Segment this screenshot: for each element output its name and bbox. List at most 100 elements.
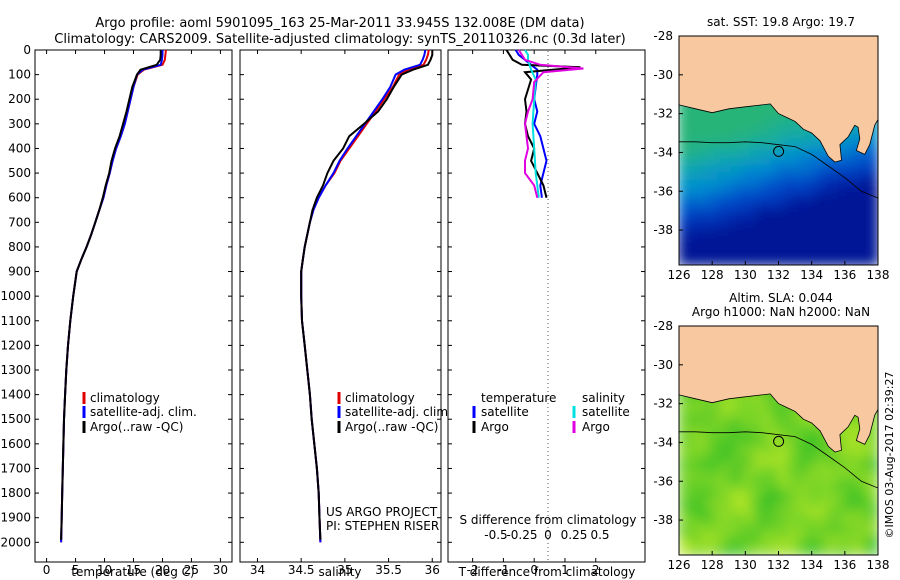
heatmap-cell [734,477,744,488]
heatmap-cell [692,119,702,129]
heatmap-cell [679,134,688,144]
heatmap-cell [727,485,737,495]
heatmap-cell [777,111,787,121]
heatmap-cell [727,149,737,160]
heatmap-cell [813,439,823,450]
heatmap-cell [770,157,780,167]
heatmap-cell [749,180,759,190]
heatmap-cell [734,409,744,419]
heatmap-cell [791,454,801,465]
heatmap-cell [862,218,872,228]
heatmap-cell [820,233,830,244]
heatmap-cell [756,454,766,465]
heatmap-cell [756,248,766,259]
heatmap-cell [855,470,865,480]
heatmap-cell [855,233,865,244]
profile-line [300,50,434,540]
lat-tick-label: -30 [653,358,673,372]
heatmap-cell [685,225,695,236]
heatmap-cell [770,218,780,228]
heatmap-cell [699,195,709,205]
heatmap-cell [791,225,801,236]
heatmap-cell [784,134,794,144]
heatmap-cell [713,202,723,213]
heatmap-cell [777,225,787,236]
heatmap-cell [692,172,702,182]
heatmap-cell [763,492,773,503]
heatmap-cell [763,180,773,190]
x-tick-label: 25 [184,563,199,577]
heatmap-cell [742,172,752,182]
heatmap-cell [706,454,716,465]
heatmap-cell [685,431,695,442]
heatmap-cell [727,500,737,511]
heatmap-cell [756,195,766,205]
heatmap-cell [784,157,794,167]
heatmap-cell [734,492,744,503]
heatmap-cell [813,477,823,488]
heatmap-cell [713,538,723,549]
salinity-xlabel: salinity [318,565,361,579]
heatmap-cell [692,470,702,480]
heatmap-cell [784,416,794,427]
heatmap-cell [749,424,759,434]
heatmap-cell [713,256,723,265]
heatmap-cell [862,187,872,198]
heatmap-cell [798,164,808,175]
heatmap-cell [720,172,730,182]
x-tick-label: 10 [97,563,112,577]
heatmap-cell [742,111,752,121]
heatmap-cell [727,111,737,121]
heatmap-cell [834,447,844,457]
heatmap-cell [749,538,759,549]
heatmap-cell [777,195,787,205]
heatmap-cell [727,424,737,434]
heatmap-cell [848,164,858,175]
heatmap-cell [679,439,688,450]
heatmap-cell [805,225,815,236]
heatmap-cell [784,172,794,182]
heatmap-cell [685,218,695,228]
heatmap-cell [699,416,709,427]
heatmap-cell [679,492,688,503]
heatmap-cell [770,195,780,205]
legend-label-argo: Argo(..raw -QC) [345,420,438,434]
heatmap-cell [742,485,752,495]
heatmap-cell [791,538,801,549]
heatmap-cell [713,492,723,503]
heatmap-cell [784,454,794,465]
profile-line [517,49,584,198]
heatmap-cell [756,233,766,244]
heatmap-cell [827,225,837,236]
heatmap-cell [749,416,759,427]
heatmap-cell [720,202,730,213]
heatmap-cell [770,248,780,259]
heatmap-cell [706,119,716,129]
heatmap-cell [777,424,787,434]
heatmap-cell [848,149,858,160]
y-tick-label: 800 [8,240,31,254]
heatmap-cell [720,134,730,144]
heatmap-cell [820,164,830,175]
heatmap-cell [791,202,801,213]
heatmap-cell [805,195,815,205]
heatmap-cell [820,531,830,541]
heatmap-cell [742,157,752,167]
heatmap-cell [720,485,730,495]
heatmap-cell [770,241,780,251]
heatmap-cell [841,241,851,251]
heatmap-cell [692,523,702,534]
heatmap-cell [784,202,794,213]
heatmap-cell [742,210,752,221]
heatmap-cell [763,470,773,480]
heatmap-cell [749,470,759,480]
heatmap-cell [713,424,723,434]
top-tick-label: 0.25 [561,528,588,542]
heatmap-cell [734,523,744,534]
heatmap-cell [679,164,688,175]
heatmap-cell [763,447,773,457]
heatmap-cell [805,439,815,450]
legend-label-temp-satellite: satellite [481,405,529,419]
heatmap-cell [805,172,815,182]
heatmap-cell [706,439,716,450]
